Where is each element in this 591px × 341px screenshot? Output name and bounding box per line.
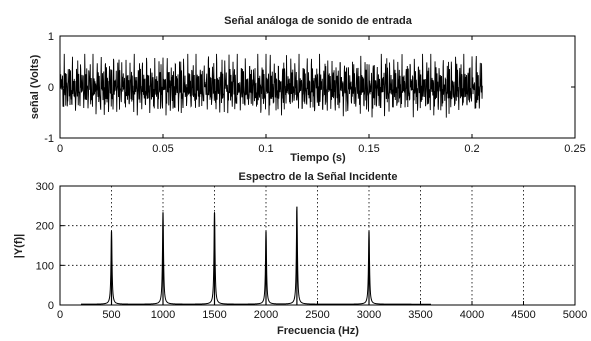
signal-xtick-label: 0.2	[464, 143, 479, 155]
signal-chart-title: Señal análoga de sonido de entrada	[224, 15, 413, 27]
signal-xlabel: Tiempo (s)	[290, 152, 346, 164]
spectrum-ytick-label: 100	[36, 260, 54, 272]
signal-plot-frame	[59, 35, 576, 139]
spectrum-chart: Espectro de la Señal Incidente 0 500 1000 1…	[13, 171, 587, 337]
signal-xtick-label: 0.1	[258, 143, 273, 155]
spectrum-xtick-label: 1500	[202, 309, 226, 321]
signal-ytick-label: 0	[48, 82, 54, 94]
spectrum-line	[81, 208, 431, 305]
signal-chart: Señal análoga de sonido de entrada 0 0.05…	[29, 15, 586, 164]
signal-ylabel: señal (Volts)	[29, 54, 41, 119]
spectrum-xtick-label: 2500	[305, 309, 329, 321]
spectrum-ytick-label: 0	[48, 300, 54, 312]
signal-ytick-label: 1	[48, 31, 54, 43]
signal-xtick-label: 0.25	[564, 143, 585, 155]
spectrum-chart-title: Espectro de la Señal Incidente	[239, 171, 398, 183]
signal-xtick-label: 0.15	[358, 143, 379, 155]
spectrum-ylabel: |Y(f)|	[13, 234, 25, 258]
spectrum-xtick-label: 2000	[254, 309, 278, 321]
spectrum-xtick-label: 4500	[511, 309, 535, 321]
signal-waveform	[60, 53, 483, 118]
spectrum-xtick-label: 0	[57, 309, 63, 321]
signal-xtick-label: 0.05	[152, 143, 173, 155]
spectrum-xlabel: Frecuencia (Hz)	[277, 325, 359, 337]
spectrum-plot-frame	[59, 185, 576, 306]
spectrum-xtick-label: 500	[102, 309, 120, 321]
spectrum-xtick-label: 4000	[460, 309, 484, 321]
spectrum-xtick-label: 3500	[408, 309, 432, 321]
spectrum-xtick-label: 1000	[151, 309, 175, 321]
spectrum-xtick-label: 5000	[563, 309, 587, 321]
spectrum-xtick-label: 3000	[357, 309, 381, 321]
spectrum-ytick-label: 200	[36, 221, 54, 233]
signal-xtick-label: 0	[57, 143, 63, 155]
spectrum-ytick-label: 300	[36, 181, 54, 193]
signal-ytick-label: -1	[44, 133, 54, 145]
